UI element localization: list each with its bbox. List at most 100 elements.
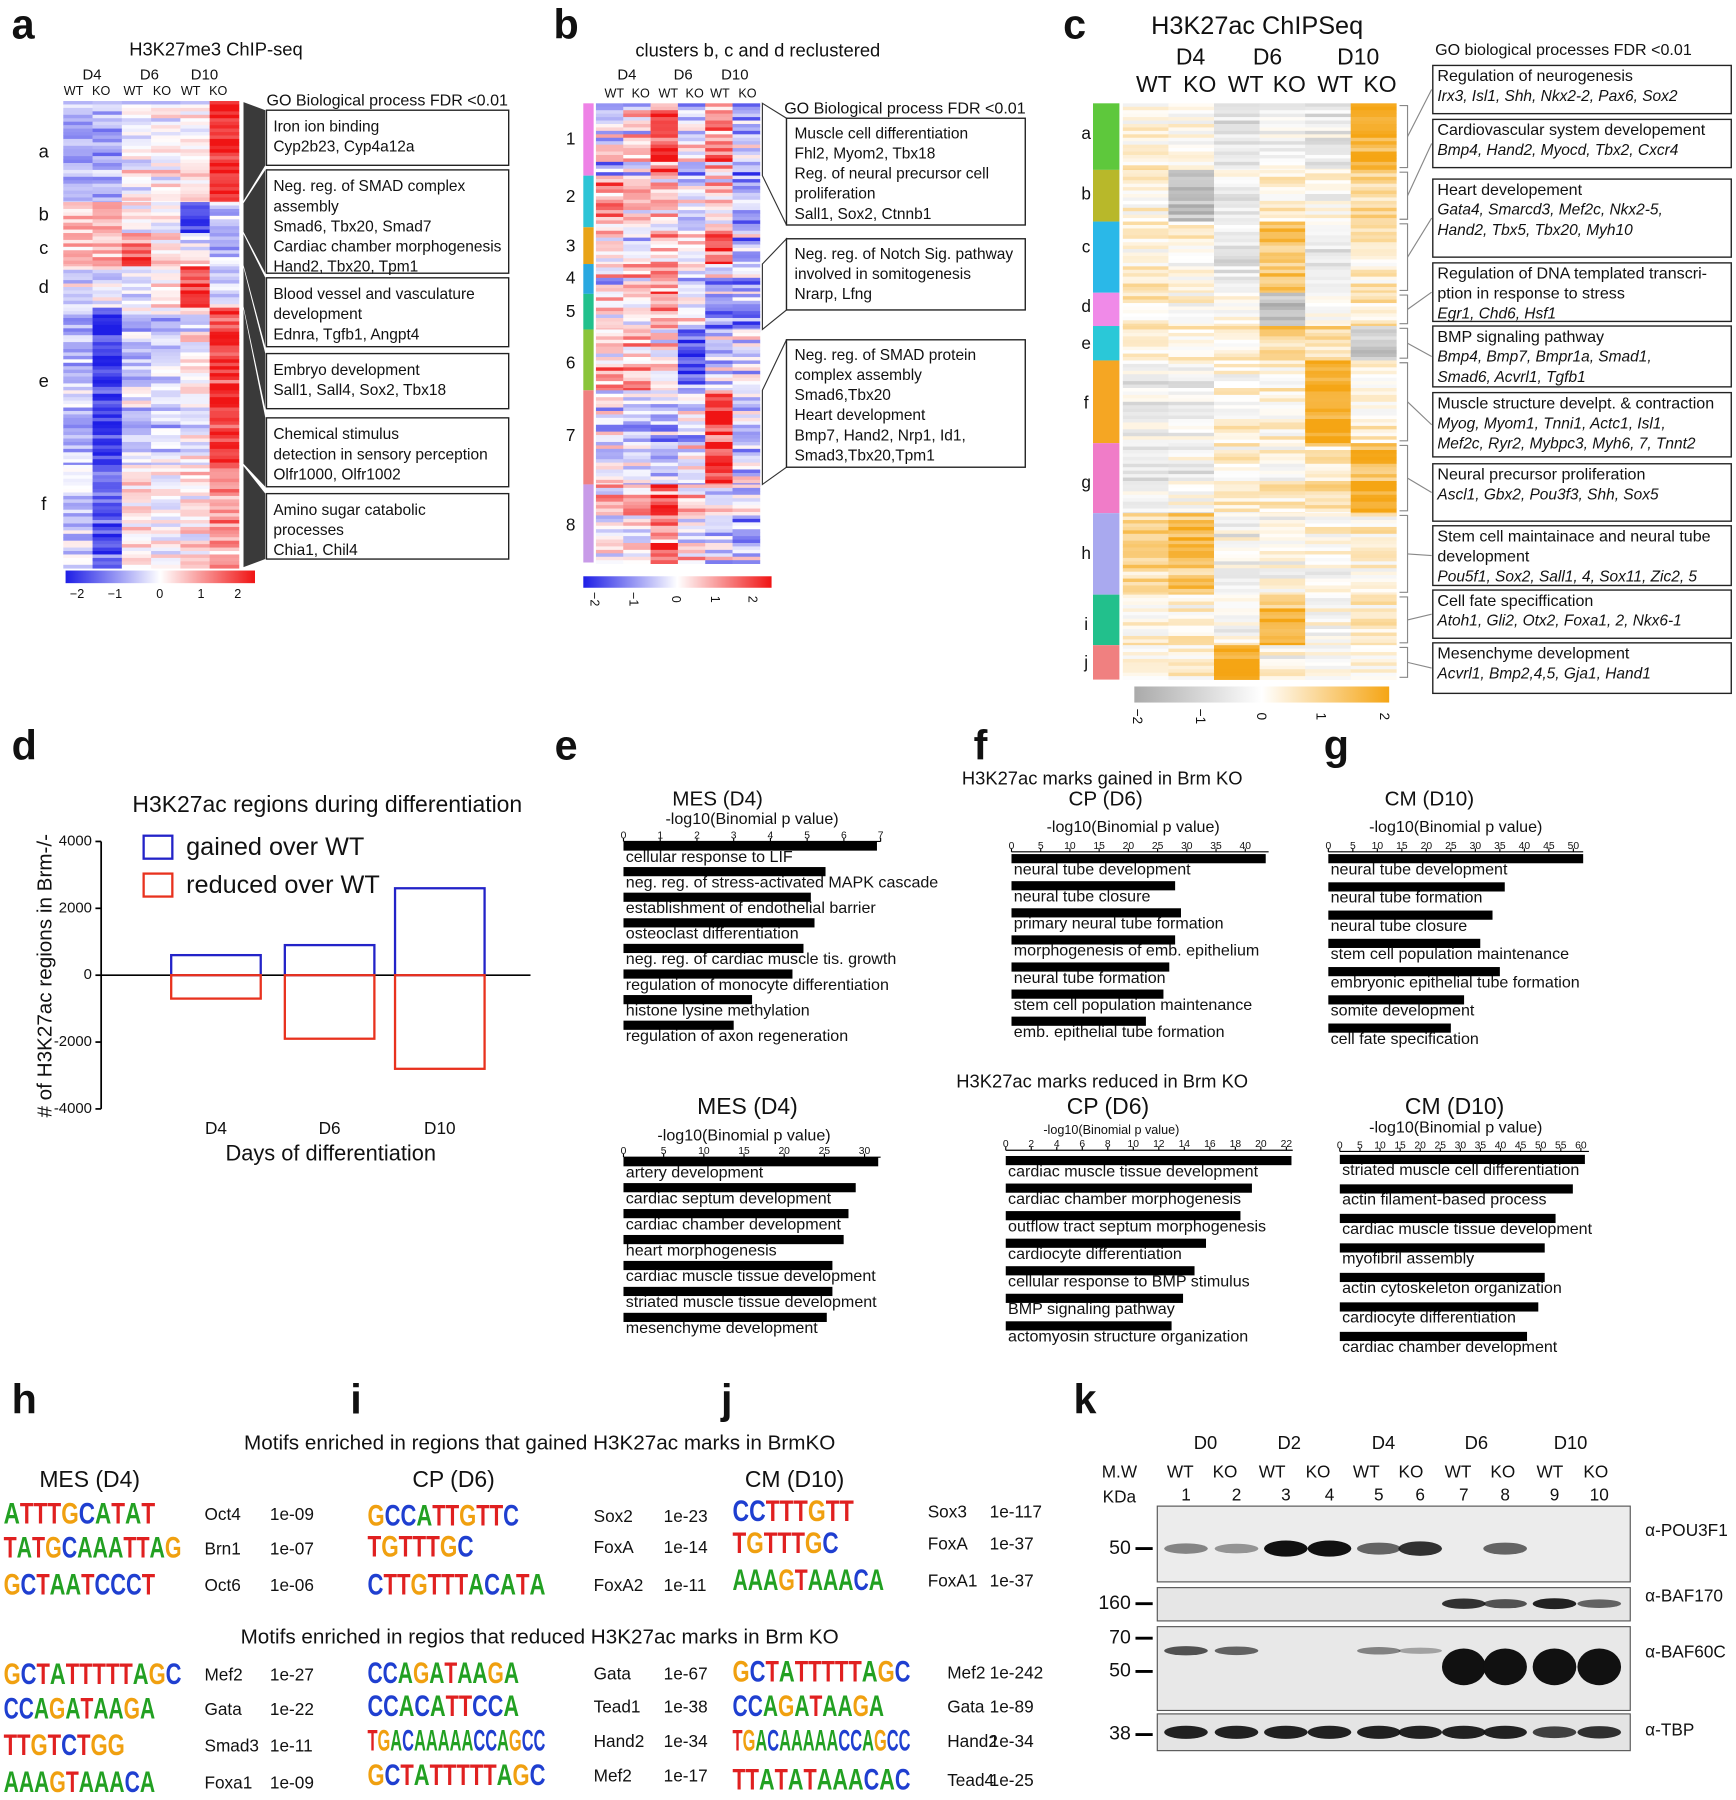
heatmap-cell <box>732 546 761 551</box>
heatmap-cell <box>623 522 651 527</box>
motif-pvalue: 1e-14 <box>664 1537 708 1557</box>
heatmap-cell <box>677 431 706 436</box>
heatmap-cell <box>1305 523 1352 528</box>
heatmap-cell <box>1305 629 1352 633</box>
heatmap-cell <box>732 381 761 385</box>
heatmap-cell <box>1168 259 1215 264</box>
heatmap-cell <box>1213 306 1260 311</box>
logo-letter: T <box>446 1499 459 1532</box>
heatmap-cell <box>623 291 651 296</box>
heatmap-cell <box>677 339 706 344</box>
heatmap-cell <box>1213 214 1260 219</box>
heatmap-cell <box>180 499 210 504</box>
heatmap-cell <box>623 459 651 463</box>
heatmap-cell <box>1350 249 1397 253</box>
motif-logo: AAAGTAAACA <box>733 1564 885 1597</box>
heatmap-cell <box>732 182 761 187</box>
heatmap-cell <box>1168 113 1215 118</box>
heatmap-cell <box>595 300 624 305</box>
logo-letter: C <box>457 1530 473 1563</box>
x-tick-label: 18 <box>1230 1139 1242 1150</box>
heatmap-cell <box>63 441 93 446</box>
column-genotype: WT <box>64 84 84 98</box>
heatmap-cell <box>1305 608 1352 613</box>
heatmap-cell <box>732 466 761 470</box>
heatmap-cell <box>1168 429 1215 434</box>
heatmap-cell <box>1350 408 1397 413</box>
heatmap-cell <box>595 435 624 439</box>
heatmap-cell <box>595 220 624 225</box>
heatmap-cell <box>1168 187 1215 191</box>
heatmap-cell <box>677 560 706 564</box>
heatmap-cell <box>677 384 706 389</box>
lane-genotype: KO <box>1583 1461 1608 1481</box>
heatmap-cell <box>1305 262 1352 267</box>
heatmap-cell <box>1259 346 1306 351</box>
heatmap-cell <box>677 144 706 149</box>
panel-label: i <box>350 1377 361 1423</box>
heatmap-cell <box>677 203 706 207</box>
heatmap-cell <box>1350 398 1397 403</box>
heatmap-cell <box>623 103 651 108</box>
heatmap-cell <box>209 132 240 136</box>
heatmap-cell <box>63 169 93 174</box>
heatmap-cell <box>63 335 93 339</box>
heatmap-cell <box>92 257 123 261</box>
bar <box>623 943 804 954</box>
heatmap-cell <box>1168 151 1215 156</box>
x-tick-label: 6 <box>1079 1139 1085 1150</box>
logo-letter: C <box>367 1568 383 1601</box>
heatmap-cell <box>677 532 706 537</box>
go-header: GO Biological process FDR <0.01 <box>784 99 1026 117</box>
logo-letter: T <box>444 1657 457 1690</box>
heatmap-cell <box>209 359 240 364</box>
heatmap-cell <box>732 220 761 225</box>
heatmap-cell <box>180 149 210 154</box>
heatmap-cell <box>623 151 651 156</box>
heatmap-cell <box>1259 329 1306 334</box>
heatmap-cell <box>1259 117 1306 121</box>
heatmap-cell <box>1259 594 1306 599</box>
heatmap-cell <box>650 346 679 351</box>
go-box <box>1432 463 1732 522</box>
heatmap-cell <box>1213 405 1260 410</box>
heatmap-cell <box>121 561 152 566</box>
heatmap-cell <box>92 506 123 511</box>
cluster-strip <box>583 264 594 294</box>
heatmap-cell <box>180 464 210 469</box>
heatmap-cell <box>595 384 624 389</box>
column-day: D10 <box>721 67 748 84</box>
heatmap-cell <box>209 173 240 178</box>
lane-number: 6 <box>1415 1484 1425 1504</box>
heatmap-cell <box>209 478 240 483</box>
heatmap-cell <box>1259 299 1306 304</box>
heatmap-cell <box>92 492 123 497</box>
heatmap-cell <box>732 397 761 401</box>
go-box-line: Nrarp, Lfng <box>795 286 872 303</box>
section-header: H3K27ac marks gained in Brm KO <box>962 767 1243 788</box>
x-tick-label: 40 <box>1495 1140 1507 1151</box>
heatmap-cell <box>180 397 210 401</box>
heatmap-cell <box>1350 484 1397 489</box>
heatmap-cell <box>1259 645 1306 649</box>
logo-letter: A <box>837 1690 852 1723</box>
heatmap-cell <box>623 357 651 361</box>
heatmap-cell <box>92 300 123 305</box>
y-tick-label: 2000 <box>59 899 92 916</box>
heatmap-cell <box>121 205 152 210</box>
logo-letter: T <box>4 1729 17 1762</box>
heatmap-cell <box>1168 564 1215 569</box>
logo-letter: A <box>862 1724 874 1757</box>
logo-letter: T <box>826 1495 840 1528</box>
heatmap-cell <box>1168 169 1215 174</box>
heatmap-cell <box>1213 329 1260 334</box>
heatmap-cell <box>1350 505 1397 509</box>
heatmap-cell <box>180 530 210 535</box>
heatmap-cell <box>1305 252 1352 257</box>
go-box-title: Regulation of neurogenesis <box>1437 67 1633 85</box>
heatmap-cell <box>732 542 761 547</box>
heatmap-cell <box>92 438 123 443</box>
heatmap-cell <box>677 234 706 238</box>
heatmap-cell <box>732 459 761 463</box>
heatmap-cell <box>209 149 240 154</box>
